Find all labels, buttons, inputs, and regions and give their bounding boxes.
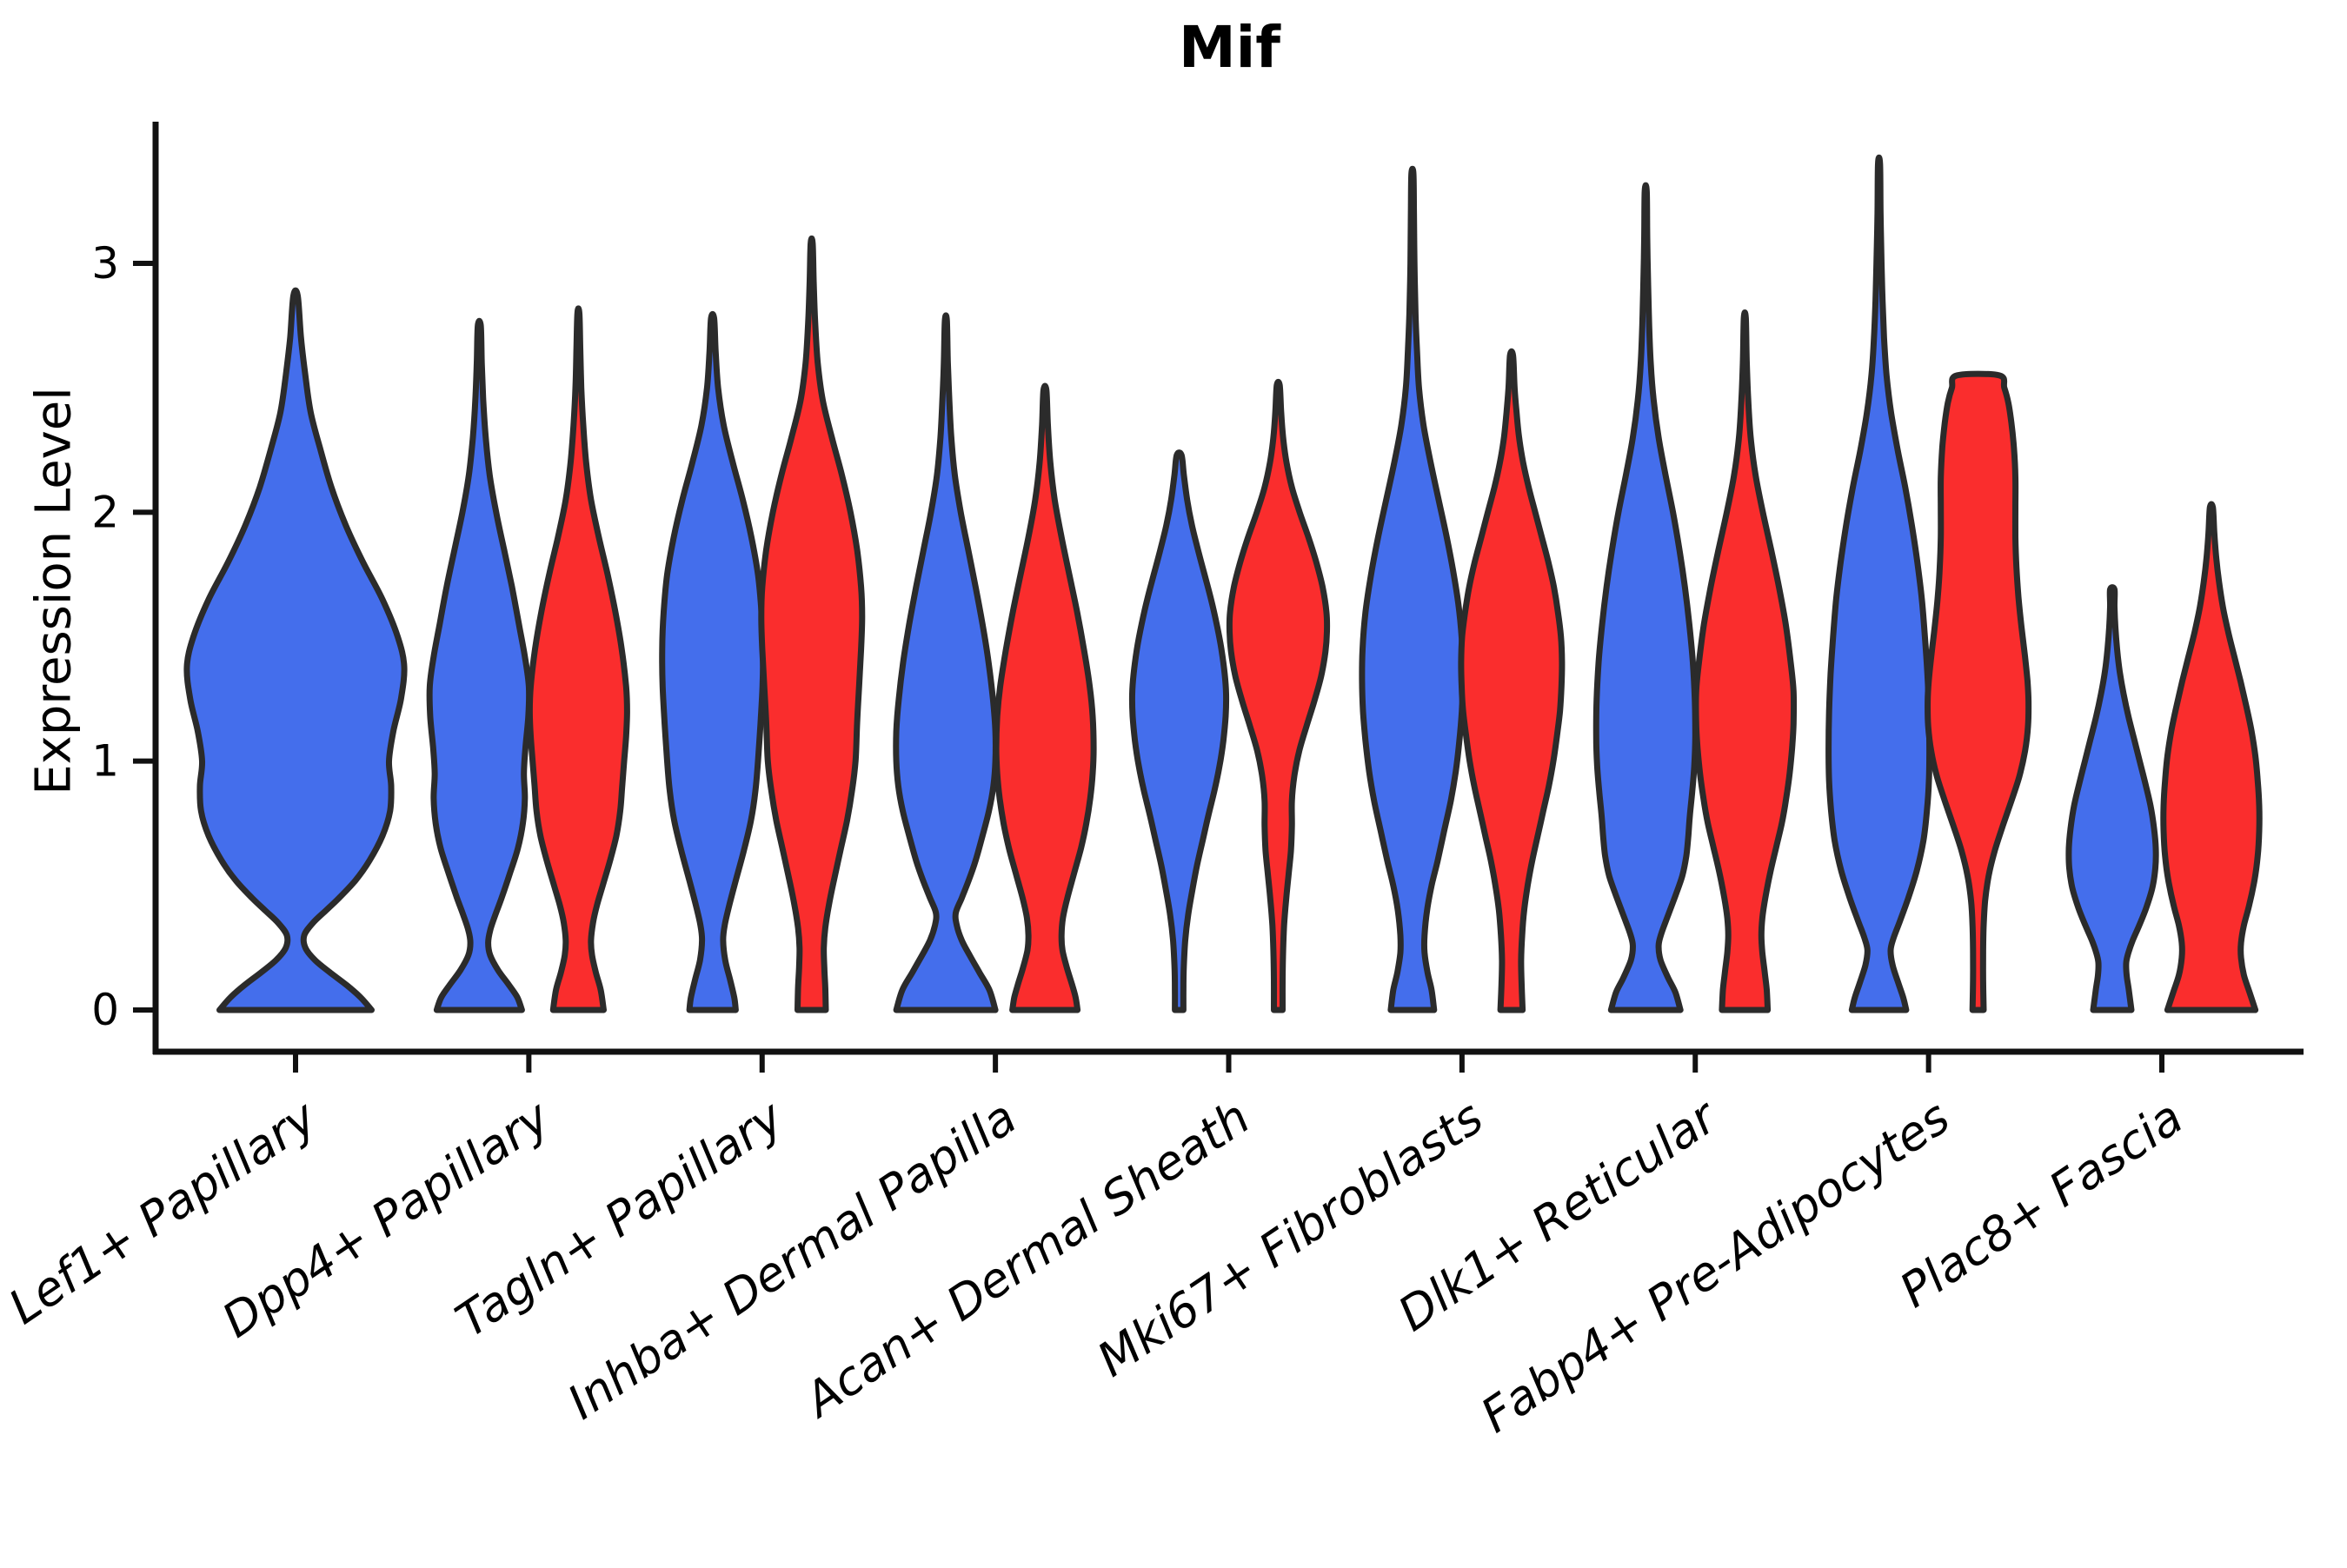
x-category-label: Fabp4+ Pre-Adipocytes [1471, 1090, 1958, 1444]
violin-8-blue [2065, 584, 2159, 1013]
violin-2-blue [659, 310, 767, 1013]
violin-5-red [1458, 348, 1566, 1013]
violin-8-red [2160, 501, 2263, 1013]
y-tick-label: 2 [91, 487, 119, 537]
violin-6-red [1692, 309, 1798, 1013]
x-category-label: Mki67+ Fibroblasts [1087, 1090, 1493, 1388]
violin-1-red [526, 305, 630, 1013]
axes [133, 122, 2304, 1073]
y-axis-label: Expression Level [25, 387, 83, 795]
violin-5-blue [1359, 165, 1466, 1013]
violin-6-blue [1592, 182, 1699, 1013]
y-tick-label: 3 [91, 238, 119, 289]
y-tick-label: 1 [91, 736, 119, 787]
violin-0-blue [183, 287, 408, 1013]
x-category-label: Acan+ Dermal Sheath [793, 1090, 1259, 1429]
violin-4-blue [1128, 449, 1230, 1013]
violin-3-blue [893, 312, 999, 1013]
chart-title: Mif [1178, 14, 1280, 81]
violin-3-red [993, 382, 1097, 1013]
violin-4-red [1226, 378, 1331, 1013]
violin-7-red [1925, 370, 2032, 1013]
x-category-label: Inhba+ Dermal Papilla [558, 1090, 1027, 1431]
y-tick-label: 0 [91, 985, 119, 1035]
violin-7-blue [1825, 154, 1933, 1013]
violin-2-red [758, 235, 866, 1013]
violins-layer [183, 154, 2263, 1013]
violin-1-blue [426, 317, 533, 1013]
